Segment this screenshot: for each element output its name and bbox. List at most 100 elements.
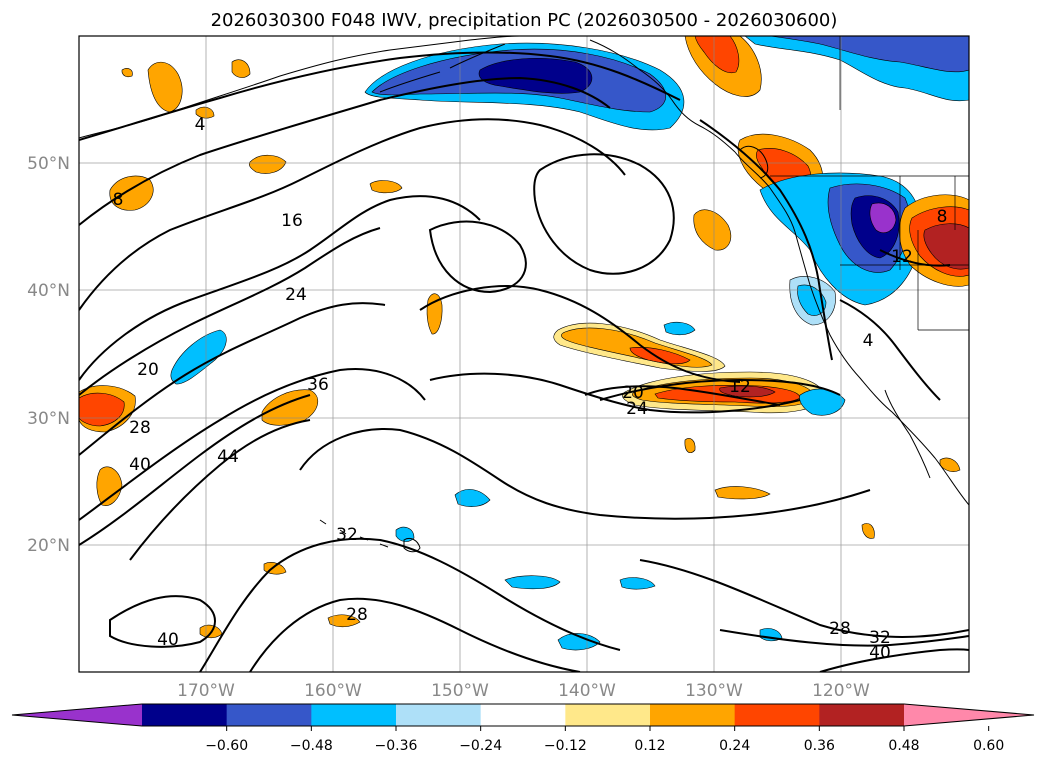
contour-label-12-east: 12 — [891, 247, 913, 267]
contour-label-24-band: 24 — [626, 399, 648, 419]
precip-region-subtropical-band-north-core — [629, 347, 691, 365]
precip-region-orange-small-1 — [714, 486, 771, 500]
contour-label-12: 12 — [729, 377, 751, 397]
precip-region-small-west — [96, 466, 123, 506]
contour-label-4-east: 4 — [863, 331, 874, 351]
colorbar-tick-label: 0.12 — [634, 738, 665, 754]
contour-label-24: 24 — [285, 285, 307, 305]
precip-region-blue-small-2 — [504, 575, 561, 590]
precip-region-rockies-core — [923, 223, 969, 270]
contour-label-4: 4 — [195, 115, 206, 135]
precip-region-orange-small-4 — [861, 523, 875, 539]
lat-axis: 50°N 40°N 30°N 20°N — [27, 154, 70, 556]
colorbar-extend-min — [12, 704, 142, 726]
contour-label-20: 20 — [137, 360, 159, 380]
colorbar-segment — [480, 704, 566, 726]
precip-region-blue-small-4 — [619, 577, 656, 590]
colorbar-tick-label: −0.48 — [290, 738, 333, 754]
contour-36 — [79, 368, 426, 521]
contour-label-28-southeast: 28 — [829, 619, 851, 639]
lon-axis: 170°W 160°W 150°W 140°W 130°W 120°W — [177, 681, 870, 701]
contour-labels: 4 8 16 24 20 36 28 40 44 32 28 40 20 24 … — [113, 115, 948, 663]
coastline-baja-california — [884, 389, 931, 479]
colorbar-segment — [819, 704, 905, 726]
colorbar-tick-label: −0.60 — [205, 738, 248, 754]
precip-region-top-right-core — [769, 36, 969, 73]
precip-region-orange-small-5 — [231, 59, 251, 78]
coastline-bc-alaska-panhandle — [589, 39, 736, 153]
lon-tick-label: 150°W — [431, 681, 489, 701]
colorbar-tick-label: 0.48 — [888, 738, 919, 754]
contour-24 — [79, 195, 481, 381]
lon-tick-label: 130°W — [685, 681, 743, 701]
iwv-contours — [79, 51, 969, 672]
contour-label-28-south: 28 — [346, 605, 368, 625]
colorbar-tick-label: −0.12 — [544, 738, 587, 754]
contour-label-16: 16 — [281, 211, 303, 231]
contour-20-band — [429, 372, 801, 414]
figure-title: 2026030300 F048 IWV, precipitation PC (2… — [211, 10, 838, 31]
colorbar-segment — [311, 704, 397, 726]
precip-region-blue-small-1 — [454, 489, 491, 507]
contour-label-32-southeast: 32 — [869, 628, 891, 648]
colorbar-segment — [142, 704, 228, 726]
precip-shading — [79, 36, 969, 651]
lon-tick-label: 120°W — [812, 681, 870, 701]
borders-states — [770, 36, 969, 331]
colorbar-segment — [565, 704, 651, 726]
precip-region-inland-nw-peak — [869, 202, 897, 233]
contour-4 — [79, 51, 681, 141]
precip-region-aleutian-west — [109, 175, 154, 211]
precip-region-orange-small-2 — [327, 614, 361, 628]
contour-12-east — [879, 249, 951, 267]
colorbar-outline — [11, 703, 1035, 727]
contour-loop-central — [428, 220, 527, 294]
contour-label-40: 40 — [129, 455, 151, 475]
contour-8-east — [699, 119, 833, 361]
precip-region-east-north-pacific — [369, 180, 403, 194]
contour-4-east — [839, 299, 941, 401]
lon-tick-label: 140°W — [558, 681, 616, 701]
colorbar-tick-label: 0.36 — [804, 738, 835, 754]
precip-region-label-36 — [261, 389, 318, 426]
precip-region-aleutian — [147, 61, 183, 113]
contour-20 — [79, 227, 381, 396]
contour-label-40-south: 40 — [157, 630, 179, 650]
colorbar-tick-label: −0.36 — [375, 738, 418, 754]
contour-label-28: 28 — [129, 418, 151, 438]
colorbar-segment — [226, 704, 312, 726]
contour-loop-north — [533, 153, 675, 275]
precip-region-orange-small-9 — [939, 457, 961, 472]
contour-label-32: 32 — [336, 525, 358, 545]
map-content — [79, 36, 969, 672]
precip-region-subtropical-band-south-peak — [719, 385, 776, 398]
contour-28-south — [249, 597, 581, 672]
precip-region-orange-small-10 — [684, 438, 696, 453]
colorbar: −0.60 −0.48 −0.36 −0.24 −0.12 0.12 0.24 0.36 0.4… — [11, 703, 1035, 754]
precip-region-california-core — [797, 284, 827, 316]
contour-label-8-east: 8 — [937, 207, 948, 227]
contour-40-south — [109, 595, 216, 648]
precip-region-offshore-oregon — [693, 209, 732, 251]
lat-tick-label: 40°N — [27, 281, 70, 301]
lon-tick-label: 160°W — [304, 681, 362, 701]
contour-44 — [129, 419, 311, 561]
lat-tick-label: 20°N — [27, 536, 70, 556]
colorbar-segment — [734, 704, 820, 726]
contour-40-southeast — [819, 648, 969, 672]
contour-8 — [79, 76, 611, 226]
precip-region-blue-small-6 — [663, 321, 696, 336]
lat-tick-label: 50°N — [27, 154, 70, 174]
lat-tick-label: 30°N — [27, 409, 70, 429]
contour-label-36: 36 — [307, 375, 329, 395]
colorbar-tick-label: 0.60 — [973, 738, 1004, 754]
coastline-north-america-west — [734, 151, 969, 506]
lon-tick-label: 170°W — [177, 681, 235, 701]
map-frame — [78, 35, 970, 673]
contour-label-8: 8 — [113, 190, 124, 210]
contour-24-mid — [584, 385, 781, 406]
colorbar-tick-label: 0.24 — [719, 738, 750, 754]
contour-32 — [199, 537, 621, 672]
